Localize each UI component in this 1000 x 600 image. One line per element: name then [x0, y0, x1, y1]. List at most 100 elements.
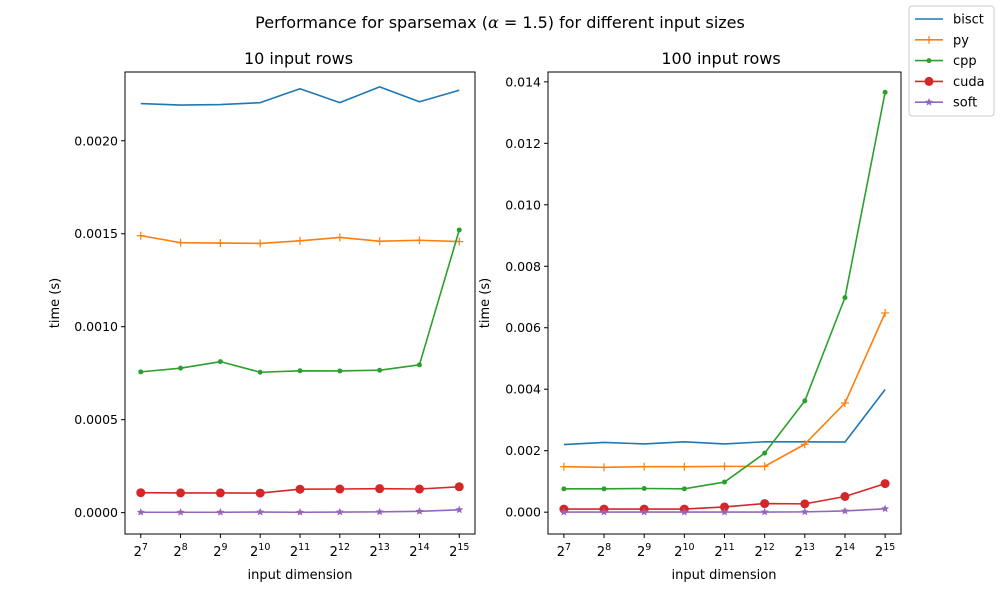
series-cpp — [561, 89, 888, 492]
data-point — [880, 479, 890, 489]
x-tick-label: 215 — [875, 542, 895, 560]
data-point — [414, 484, 424, 494]
x-tick-label: 211 — [290, 542, 310, 560]
series-line-bisct — [563, 389, 886, 446]
data-point — [377, 367, 383, 373]
data-point — [217, 359, 223, 365]
series-py — [136, 231, 464, 248]
data-point — [454, 482, 464, 492]
data-point — [335, 507, 344, 516]
data-point — [559, 507, 568, 516]
data-point — [842, 295, 848, 301]
subplot-100-rows: 100 input rows 0.000 0.002 0.004 0.006 0.008… — [478, 49, 902, 583]
series-bisct — [563, 389, 886, 446]
y-tick-label: 0.006 — [505, 320, 541, 335]
data-point — [456, 227, 462, 233]
x-tick-label: 212 — [754, 542, 774, 560]
x-tick-label: 27 — [134, 542, 148, 560]
series-cpp — [138, 227, 462, 375]
x-tick-label: 29 — [637, 542, 651, 560]
x-tick-label: 214 — [835, 542, 855, 560]
data-point — [720, 507, 729, 516]
y-tick-label: 0.010 — [505, 197, 541, 212]
data-point — [601, 486, 607, 492]
y-axis-ticks: 0.0000 0.0005 0.0010 0.0015 0.0020 — [74, 133, 125, 520]
y-axis-label: time (s) — [48, 278, 63, 328]
data-point — [257, 369, 263, 375]
data-point — [762, 450, 768, 456]
x-axis-label: input dimension — [672, 568, 777, 583]
data-point — [600, 507, 609, 516]
data-point — [415, 507, 424, 515]
series-lines — [559, 89, 890, 516]
series-soft — [559, 504, 890, 516]
data-point — [375, 484, 385, 494]
legend-label: cpp — [953, 54, 977, 69]
data-point — [840, 506, 849, 515]
data-point — [216, 508, 225, 516]
data-point — [840, 491, 850, 501]
x-tick-label: 27 — [557, 542, 571, 560]
legend-label: py — [953, 33, 969, 48]
x-tick-label: 215 — [449, 542, 469, 560]
x-tick-label: 28 — [173, 542, 187, 560]
data-point — [800, 507, 809, 516]
series-cuda — [136, 482, 464, 498]
data-point — [295, 484, 305, 494]
data-point — [720, 502, 729, 512]
legend-item-bisct: bisct — [915, 13, 984, 28]
subplot-title: 10 input rows — [244, 49, 353, 68]
figure-suptitle: Performance for sparsemax (α = 1.5) for … — [255, 13, 745, 32]
data-point — [138, 369, 144, 375]
x-axis-label: input dimension — [248, 568, 353, 583]
data-point — [760, 499, 770, 509]
data-point — [136, 488, 146, 498]
data-point — [416, 362, 422, 368]
data-point — [925, 98, 933, 106]
y-tick-label: 0.0000 — [74, 505, 118, 520]
x-tick-label: 212 — [330, 542, 350, 560]
data-point — [296, 508, 304, 516]
legend-item-cuda: cuda — [915, 75, 985, 90]
data-point — [640, 507, 649, 516]
subplot-10-rows: 10 input rows 0.00000.00050.00100.00150.… — [48, 49, 476, 583]
y-tick-label: 0.0020 — [74, 133, 118, 148]
data-point — [335, 484, 345, 494]
x-tick-label: 214 — [409, 542, 429, 560]
data-point — [337, 368, 343, 374]
data-point — [136, 508, 145, 516]
series-lines — [136, 86, 464, 516]
y-tick-label: 0.000 — [505, 505, 541, 520]
legend: bisct py cpp cuda soft — [908, 5, 995, 117]
x-tick-label: 210 — [250, 542, 270, 560]
series-py — [559, 308, 890, 472]
legend-label: bisct — [953, 13, 984, 28]
y-tick-label: 0.0005 — [74, 412, 118, 427]
series-line-bisct — [140, 86, 460, 106]
y-axis-ticks: 0.000 0.002 0.004 0.006 0.008 0.010 0.012 0.014 — [505, 74, 548, 520]
series-soft — [136, 505, 464, 516]
data-point — [800, 499, 810, 509]
data-point — [176, 488, 186, 498]
x-tick-label: 28 — [597, 542, 611, 560]
x-axis-ticks: 27 28 29 210 211 212 213 214 215 — [557, 534, 895, 560]
data-point — [561, 486, 567, 492]
x-axis-ticks: 27 28 29 210 211 212 213 214 215 — [134, 534, 469, 560]
data-point — [881, 504, 890, 513]
data-point — [256, 507, 265, 516]
data-point — [255, 488, 265, 498]
data-point — [760, 507, 769, 516]
x-tick-label: 211 — [714, 542, 734, 560]
series-bisct — [140, 86, 460, 106]
x-tick-label: 29 — [213, 542, 227, 560]
data-point — [680, 507, 689, 516]
data-point — [375, 507, 384, 516]
x-tick-label: 213 — [795, 542, 815, 560]
y-tick-label: 0.014 — [505, 74, 541, 89]
y-tick-label: 0.0010 — [74, 319, 118, 334]
legend-item-py: py — [915, 33, 969, 48]
data-point — [924, 76, 934, 86]
x-tick-label: 210 — [674, 542, 694, 560]
y-tick-label: 0.0015 — [74, 226, 118, 241]
data-point — [882, 89, 888, 95]
